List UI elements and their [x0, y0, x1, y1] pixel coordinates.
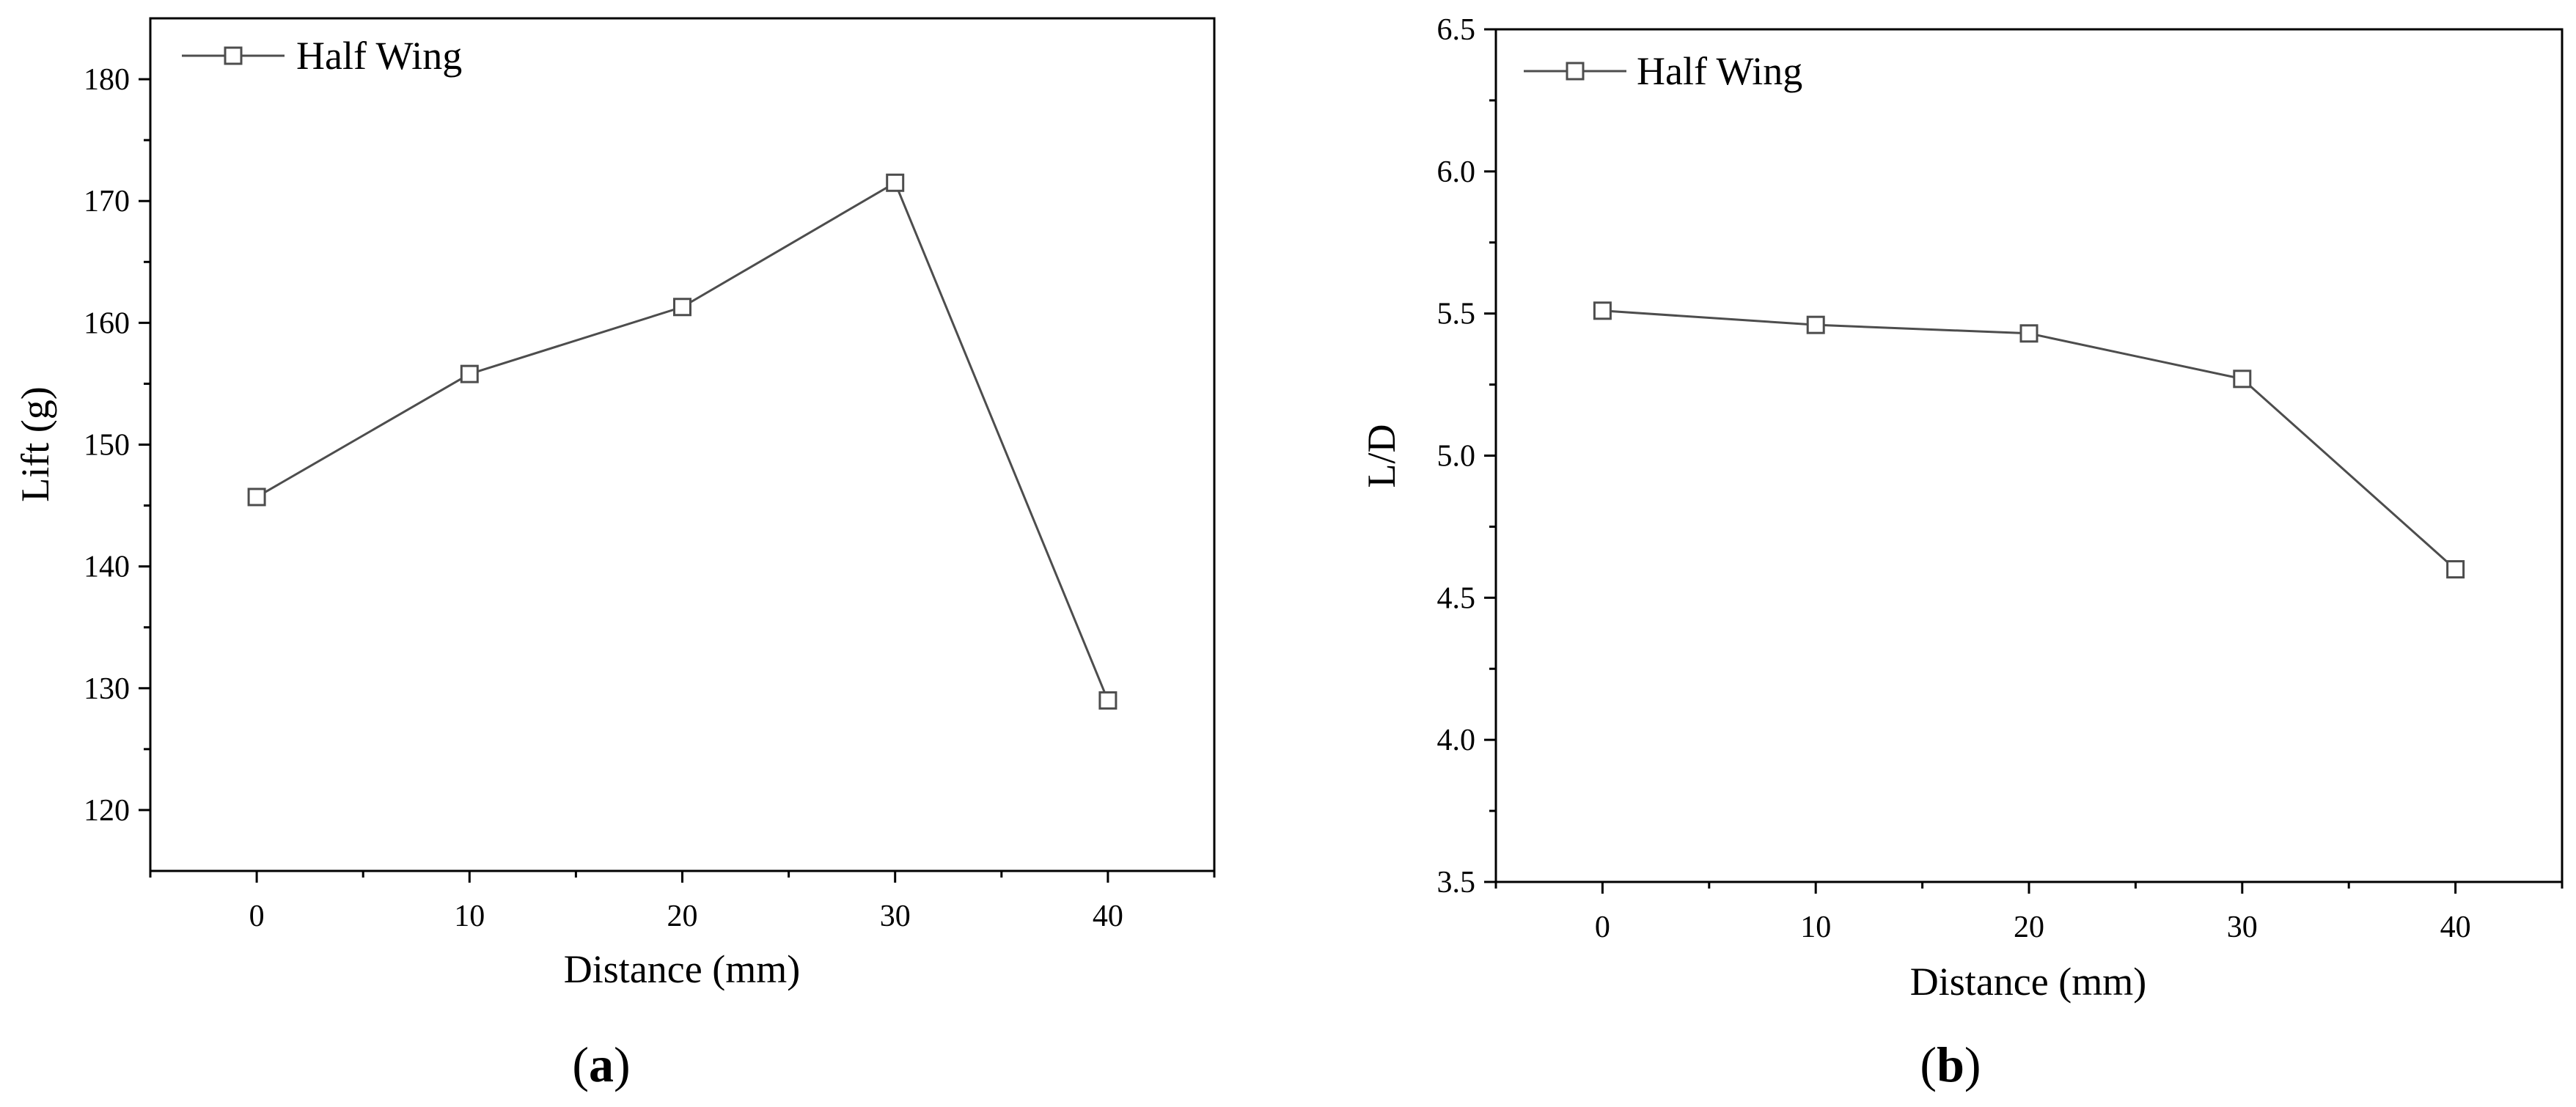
y-axis-label: L/D [1359, 424, 1403, 488]
y-tick-label: 5.5 [1437, 298, 1476, 331]
panel-letter: a [589, 1037, 614, 1092]
x-axis-label: Distance (mm) [1910, 960, 2146, 1004]
panel-letter: b [1937, 1037, 1964, 1092]
x-tick-label: 10 [454, 900, 485, 933]
x-tick-label: 0 [249, 900, 265, 933]
legend-label: Half Wing [296, 34, 462, 78]
series-line [256, 181, 1109, 701]
data-point-marker [247, 488, 266, 507]
series-line [1602, 309, 2456, 570]
x-tick-label: 30 [2227, 911, 2258, 944]
data-point-marker [460, 364, 479, 383]
x-tick-label: 20 [2014, 911, 2044, 944]
x-tick-label: 20 [667, 900, 698, 933]
y-tick-label: 180 [84, 63, 130, 97]
chart-panel-b: Distance (mm) L/D Half Wing (b) 0 10 20 30 4… [1359, 13, 2564, 1092]
plot-frame [149, 17, 1216, 872]
y-tick-label: 5.0 [1437, 440, 1476, 474]
data-point-marker [1593, 301, 1612, 320]
x-tick-label: 10 [1800, 911, 1831, 944]
y-tick-label: 6.0 [1437, 155, 1476, 189]
legend-label: Half Wing [1637, 49, 1802, 93]
legend-marker [224, 46, 243, 65]
data-point-marker [2019, 324, 2039, 343]
y-tick-label: 140 [84, 551, 130, 584]
panel-label: (a) [572, 1037, 630, 1092]
x-tick-label: 30 [880, 900, 911, 933]
x-tick-label: 0 [1595, 911, 1610, 944]
legend: Half Wing [182, 34, 462, 78]
legend: Half Wing [1524, 49, 1802, 93]
y-tick-label: 160 [84, 306, 130, 340]
panel-label: (b) [1920, 1037, 1981, 1092]
data-point-marker [1806, 315, 1825, 334]
y-tick-label: 170 [84, 185, 130, 218]
chart-panel-a: Distance (mm) Lift (g) Half Wing (a) 0 10… [13, 17, 1216, 1092]
y-tick-label: 4.5 [1437, 581, 1476, 615]
y-tick-label: 120 [84, 794, 130, 828]
data-point-marker [886, 173, 905, 192]
data-point-marker [1098, 691, 1118, 710]
data-point-marker [2233, 369, 2252, 389]
data-point-marker [673, 298, 691, 317]
y-axis-label: Lift (g) [13, 386, 57, 501]
plot-frame [1494, 28, 2564, 883]
y-tick-label: 150 [84, 429, 130, 463]
x-axis-label: Distance (mm) [564, 947, 800, 991]
legend-marker [1566, 62, 1585, 81]
data-point-marker [2446, 560, 2465, 579]
y-tick-label: 6.5 [1437, 13, 1476, 47]
y-tick-label: 4.0 [1437, 724, 1476, 757]
x-tick-label: 40 [1093, 900, 1123, 933]
x-tick-label: 40 [2440, 911, 2471, 944]
y-tick-label: 130 [84, 672, 130, 706]
y-tick-label: 3.5 [1437, 866, 1476, 900]
